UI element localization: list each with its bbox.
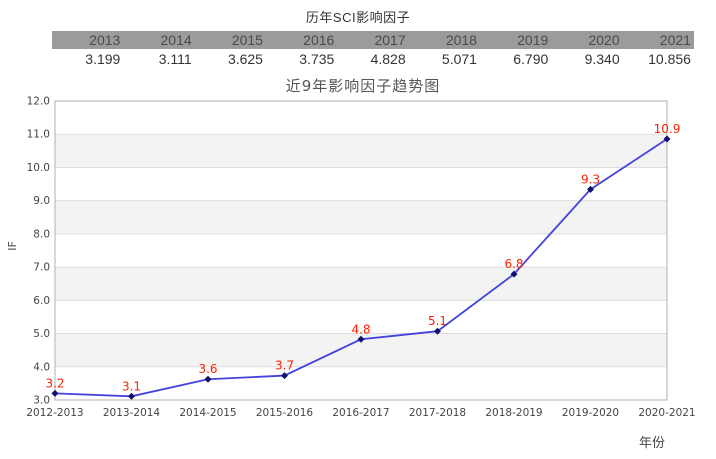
x-tick-label: 2016-2017	[332, 407, 389, 419]
x-tick-label: 2019-2020	[562, 407, 619, 419]
x-tick-label: 2013-2014	[103, 407, 161, 419]
value-cell: 3.625	[227, 51, 263, 67]
y-tick-label: 4.0	[33, 361, 50, 373]
if-table-values-row: 3.199 3.111 3.625 3.735 4.828 5.071 6.790 9.340…	[52, 49, 694, 69]
data-point-marker	[587, 185, 594, 193]
year-cell: 2014	[160, 32, 192, 48]
point-label: 6.8	[504, 257, 523, 271]
year-cell: 2016	[303, 32, 335, 48]
point-label: 9.3	[581, 172, 600, 186]
trend-chart-svg: 3.2 3.1 3.6 3.7 4.8 5.1 6.8 9.3 10.9 3.0 4.0 5.0 6.0…	[6, 77, 696, 451]
point-label: 3.6	[198, 362, 217, 376]
year-cell: 2019	[517, 32, 549, 48]
year-cell: 2015	[231, 32, 263, 48]
trend-chart: 3.2 3.1 3.6 3.7 4.8 5.1 6.8 9.3 10.9 3.0 4.0 5.0 6.0…	[0, 76, 716, 459]
x-tick-label: 2014-2015	[179, 407, 236, 419]
y-axis-label: IF	[6, 241, 19, 251]
year-cell: 2017	[374, 32, 406, 48]
year-cell: 2013	[89, 32, 121, 48]
point-label: 5.1	[428, 314, 447, 328]
point-label: 3.2	[45, 376, 64, 390]
plot-border	[54, 100, 668, 401]
x-tick-label: 2012-2013	[26, 407, 83, 419]
y-tick-label: 7.0	[33, 262, 50, 274]
data-point-marker	[281, 372, 288, 380]
data-point-marker	[510, 270, 518, 278]
value-cell: 3.199	[85, 51, 121, 67]
point-label: 3.7	[275, 359, 294, 373]
y-tick-label: 6.0	[33, 295, 50, 307]
x-tick-label: 2015-2016	[256, 407, 314, 419]
data-point-marker	[51, 389, 59, 397]
plot-band	[55, 267, 667, 301]
point-label: 3.1	[122, 379, 141, 393]
y-tick-label: 8.0	[33, 228, 50, 240]
if-table-header-row: 2013 2014 2015 2016 2017 2018 2019 2020 2021	[52, 31, 694, 49]
y-tick-label: 11.0	[27, 129, 50, 141]
value-cell: 5.071	[441, 51, 477, 67]
value-cell: 6.790	[513, 51, 549, 67]
year-cell: 2021	[659, 32, 691, 48]
point-label: 10.9	[654, 122, 681, 136]
chart-title: 近9年影响因子趋势图	[286, 77, 441, 95]
y-tick-label: 10.0	[27, 162, 50, 174]
value-cell: 10.856	[648, 51, 691, 67]
if-table: 2013 2014 2015 2016 2017 2018 2019 2020 2021 3.1…	[52, 31, 694, 69]
x-tick-label: 2018-2019	[485, 407, 542, 419]
data-point-marker	[357, 335, 365, 343]
y-tick-label: 9.0	[33, 195, 50, 207]
year-cell: 2018	[445, 32, 477, 48]
x-tick-label: 2020-2021	[638, 407, 695, 419]
value-cell: 9.340	[584, 51, 620, 67]
data-point-marker	[434, 327, 441, 335]
plot-band	[55, 134, 667, 168]
value-cell: 3.735	[299, 51, 335, 67]
value-cell: 4.828	[370, 51, 406, 67]
y-tick-label: 5.0	[33, 328, 50, 340]
value-cell: 3.111	[158, 51, 192, 67]
data-point-marker	[204, 375, 212, 383]
x-tick-label: 2017-2018	[409, 407, 466, 419]
page-title: 历年SCI影响因子	[305, 10, 411, 25]
year-cell: 2020	[588, 32, 620, 48]
x-axis-label: 年份	[639, 436, 665, 451]
point-label: 4.8	[351, 322, 370, 336]
data-point-marker	[663, 135, 671, 143]
data-point-marker	[128, 392, 135, 400]
y-tick-label: 12.0	[27, 96, 50, 108]
y-tick-label: 3.0	[33, 395, 50, 407]
